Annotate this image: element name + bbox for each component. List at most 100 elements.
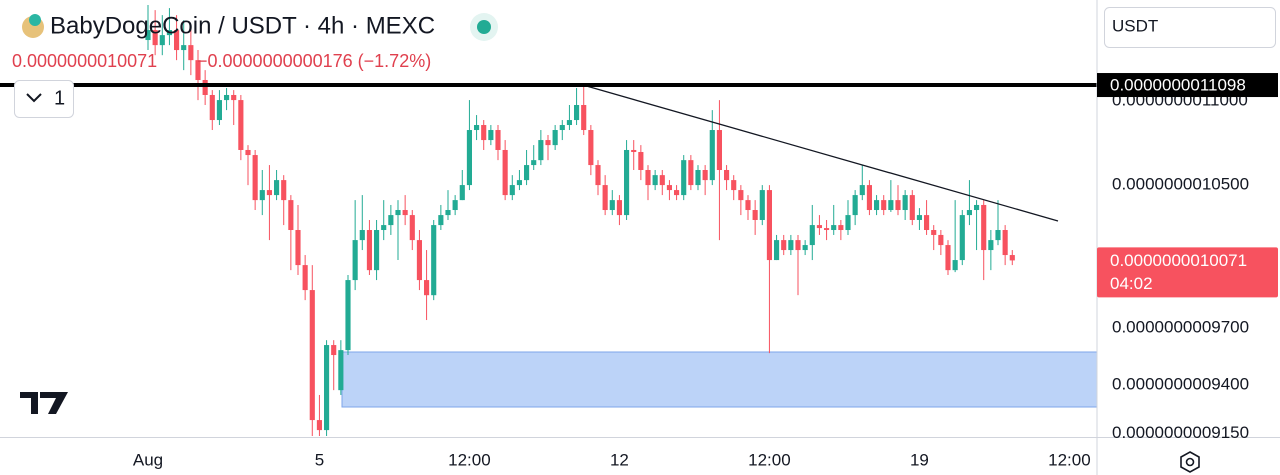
candle-body [866, 185, 872, 211]
change-text: −0.0000000000176 (−1.72%) [197, 51, 431, 71]
candle-body [402, 210, 408, 216]
candle-body [845, 215, 851, 231]
candle-body [752, 210, 758, 220]
candle-body [874, 200, 880, 211]
candle-body [574, 104, 580, 121]
settings-button[interactable] [1180, 451, 1200, 473]
candle-body [202, 79, 208, 95]
currency-box[interactable] [1104, 7, 1276, 48]
candle-body [659, 175, 665, 186]
candle-body [588, 130, 594, 166]
candle-body [981, 204, 987, 251]
candle-body [681, 160, 687, 196]
candle-body [888, 200, 894, 211]
indicator-dropdown[interactable] [14, 80, 74, 118]
candle-body [416, 240, 422, 281]
candle-body [709, 130, 715, 181]
x-tick-label: 12:00 [1048, 450, 1091, 469]
candle-body [466, 130, 472, 186]
candle-body [181, 45, 187, 51]
candle-body [316, 420, 322, 431]
candle-body [502, 149, 508, 196]
candle-body [581, 104, 587, 131]
candle-body [816, 225, 822, 229]
candle-body [152, 30, 158, 46]
y-tick-label: 0.0000000010500 [1112, 175, 1249, 194]
candle-body [295, 230, 301, 266]
candle-body [224, 94, 230, 101]
candle-body [166, 30, 172, 36]
candle-body [716, 130, 722, 171]
candle-body [538, 140, 544, 161]
candle-body [424, 280, 430, 296]
y-tick-label: 0.0000000009150 [1112, 423, 1249, 442]
horizontal-line-label: 0.0000000011098 [1110, 76, 1246, 95]
candle-body [288, 200, 294, 231]
candle-body [281, 180, 287, 201]
candle-body [452, 200, 458, 211]
candle-body [1009, 255, 1015, 261]
x-tick-label: 12:00 [748, 450, 791, 469]
candle-body [395, 210, 401, 216]
candle-body [195, 60, 201, 80]
candle-body [688, 160, 694, 186]
candle-body [731, 180, 737, 191]
candle-body [966, 210, 972, 216]
candle-body [545, 140, 551, 146]
candle-body [431, 225, 437, 296]
candle-body [216, 100, 222, 121]
candle-body [388, 215, 394, 226]
candle-body [516, 180, 522, 186]
candle-body [738, 190, 744, 201]
candle-body [895, 200, 901, 211]
candle-body [595, 165, 601, 186]
candle-body [881, 200, 887, 211]
candle-body [331, 345, 337, 356]
candle-body [788, 240, 794, 251]
candle-body [616, 200, 622, 216]
coin-badge [29, 14, 41, 26]
y-tick-label: 0.0000000009400 [1112, 374, 1249, 393]
candle-body [252, 155, 258, 201]
candle-body [309, 290, 315, 421]
candle-body [409, 215, 415, 241]
candle-body [259, 190, 265, 201]
candle-body [359, 230, 365, 241]
candle-body [838, 225, 844, 231]
candle-body [795, 240, 801, 251]
candle-body [859, 185, 865, 196]
trend-line [582, 84, 1059, 222]
horizontal-line-label-bg [1097, 73, 1278, 98]
candle-body [274, 180, 280, 196]
candle-body [209, 94, 215, 121]
candle-body [459, 185, 465, 201]
candle-body [781, 240, 787, 251]
currency-label: USDT [1112, 16, 1158, 35]
zone-rectangle [341, 351, 1098, 408]
candle-body [352, 240, 358, 281]
y-tick-label: 0.0000000009700 [1112, 318, 1249, 337]
candle-body [1002, 230, 1008, 256]
candle-body [145, 30, 151, 41]
candle-body [959, 215, 965, 261]
x-tick-label: 5 [315, 450, 324, 469]
candle-body [802, 245, 808, 251]
candle-body [809, 225, 815, 246]
last-price-label: 0.0000000010071 [1110, 251, 1247, 270]
tv-logo [20, 392, 68, 414]
candle-body [531, 160, 537, 166]
candle-body [266, 190, 272, 196]
candle-body [366, 230, 372, 271]
settings-icon-center [1185, 457, 1195, 467]
candle-body [324, 345, 330, 431]
candle-body [931, 230, 937, 235]
settings-icon [1180, 451, 1200, 473]
candle-body [702, 170, 708, 181]
candle-body [238, 100, 244, 150]
candle-body [245, 149, 251, 156]
candle-body [524, 165, 530, 181]
candle-body [552, 130, 558, 146]
candle-body [559, 125, 565, 131]
